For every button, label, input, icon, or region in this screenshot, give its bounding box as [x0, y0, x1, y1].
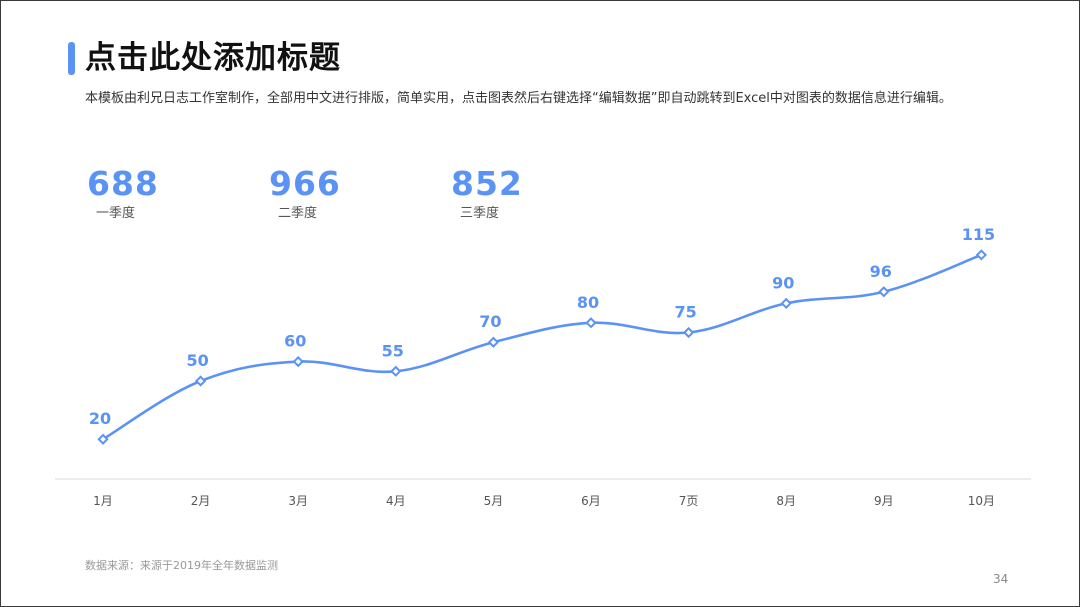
- data-source-note[interactable]: 数据来源：来源于2019年全年数据监测: [85, 559, 278, 572]
- x-tick-label: 1月: [93, 494, 113, 508]
- kpi-q3: 852 三季度: [451, 163, 591, 223]
- x-tick-label: 6月: [581, 494, 601, 508]
- data-label[interactable]: 96: [870, 262, 892, 281]
- kpi-q2-value[interactable]: 966: [269, 164, 341, 203]
- x-tick-label: 2月: [191, 494, 211, 508]
- kpi-q3-value[interactable]: 852: [451, 164, 523, 203]
- x-tick-label: 4月: [386, 494, 406, 508]
- data-point-marker[interactable]: [97, 433, 109, 445]
- x-tick-label: 8月: [776, 494, 796, 508]
- page-subtitle[interactable]: 本模板由利兄日志工作室制作，全部用中文进行排版，简单实用，点击图表然后右键选择“…: [85, 91, 952, 106]
- x-tick-label: 10月: [968, 494, 995, 508]
- data-label[interactable]: 90: [772, 273, 794, 292]
- data-label[interactable]: 75: [674, 303, 696, 322]
- data-point-marker[interactable]: [878, 286, 890, 298]
- data-label[interactable]: 80: [577, 293, 599, 312]
- data-point-marker[interactable]: [975, 249, 988, 261]
- title-accent-bar: [68, 42, 75, 75]
- x-tick-label: 9月: [874, 494, 894, 508]
- x-tick-label: 5月: [484, 494, 504, 508]
- kpi-q3-label[interactable]: 三季度: [460, 206, 500, 221]
- data-point-marker[interactable]: [487, 336, 500, 348]
- kpi-q2: 966 二季度: [269, 163, 409, 223]
- kpi-q1: 688 一季度: [87, 163, 227, 223]
- data-label[interactable]: 70: [479, 312, 501, 331]
- data-label[interactable]: 55: [382, 341, 404, 360]
- kpi-q1-value[interactable]: 688: [87, 164, 159, 203]
- page-number: 34: [993, 572, 1009, 586]
- series-line[interactable]: [102, 253, 982, 441]
- data-label[interactable]: 50: [186, 351, 208, 370]
- page-title[interactable]: 点击此处添加标题: [85, 40, 341, 76]
- kpi-q2-label[interactable]: 二季度: [278, 206, 318, 221]
- data-point-marker[interactable]: [390, 365, 402, 377]
- data-point-marker[interactable]: [292, 355, 304, 368]
- data-point-marker[interactable]: [194, 375, 207, 387]
- kpi-q1-label[interactable]: 一季度: [96, 206, 136, 221]
- x-tick-label: 7页: [679, 494, 699, 508]
- data-point-marker[interactable]: [780, 297, 792, 310]
- data-label[interactable]: 60: [284, 332, 306, 351]
- x-tick-label: 3月: [288, 494, 308, 508]
- data-label[interactable]: 20: [89, 409, 111, 428]
- data-label[interactable]: 115: [962, 225, 995, 244]
- data-point-marker[interactable]: [682, 326, 695, 339]
- data-point-marker[interactable]: [585, 317, 597, 329]
